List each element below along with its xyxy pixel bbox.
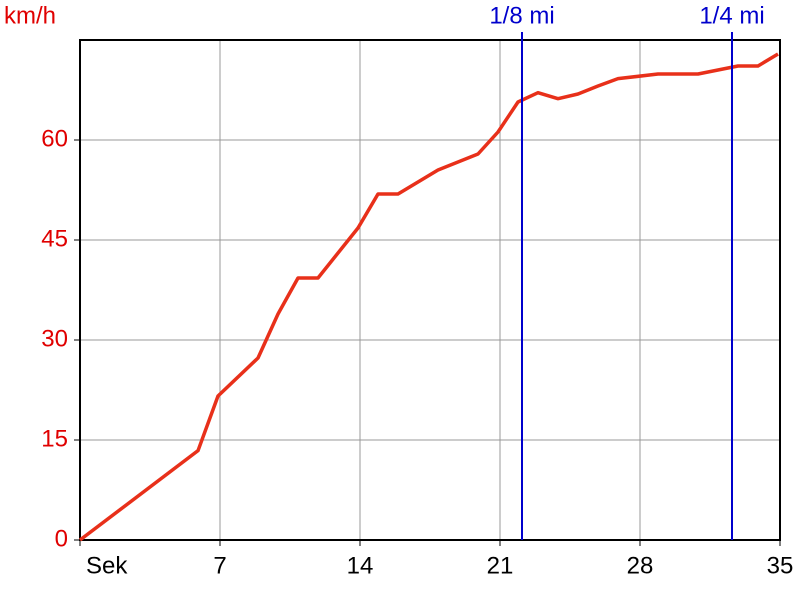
x-tick-label: 21 <box>487 552 514 579</box>
plot-frame <box>79 39 781 541</box>
x-tick-label: 7 <box>213 552 226 579</box>
y-tick-label: 45 <box>41 225 68 252</box>
y-axis-label: km/h <box>4 2 56 29</box>
x-tick-label: Sek <box>86 552 128 579</box>
y-tick-label: 0 <box>55 525 68 552</box>
marker-label: 1/8 mi <box>489 2 554 29</box>
x-tick-label: 14 <box>347 552 374 579</box>
x-tick-label: 35 <box>767 552 794 579</box>
marker-label: 1/4 mi <box>699 2 764 29</box>
data-line <box>78 52 779 542</box>
y-tick-label: 15 <box>41 425 68 452</box>
y-tick-label: 60 <box>41 125 68 152</box>
y-tick-label: 30 <box>41 325 68 352</box>
x-tick-label: 28 <box>627 552 654 579</box>
